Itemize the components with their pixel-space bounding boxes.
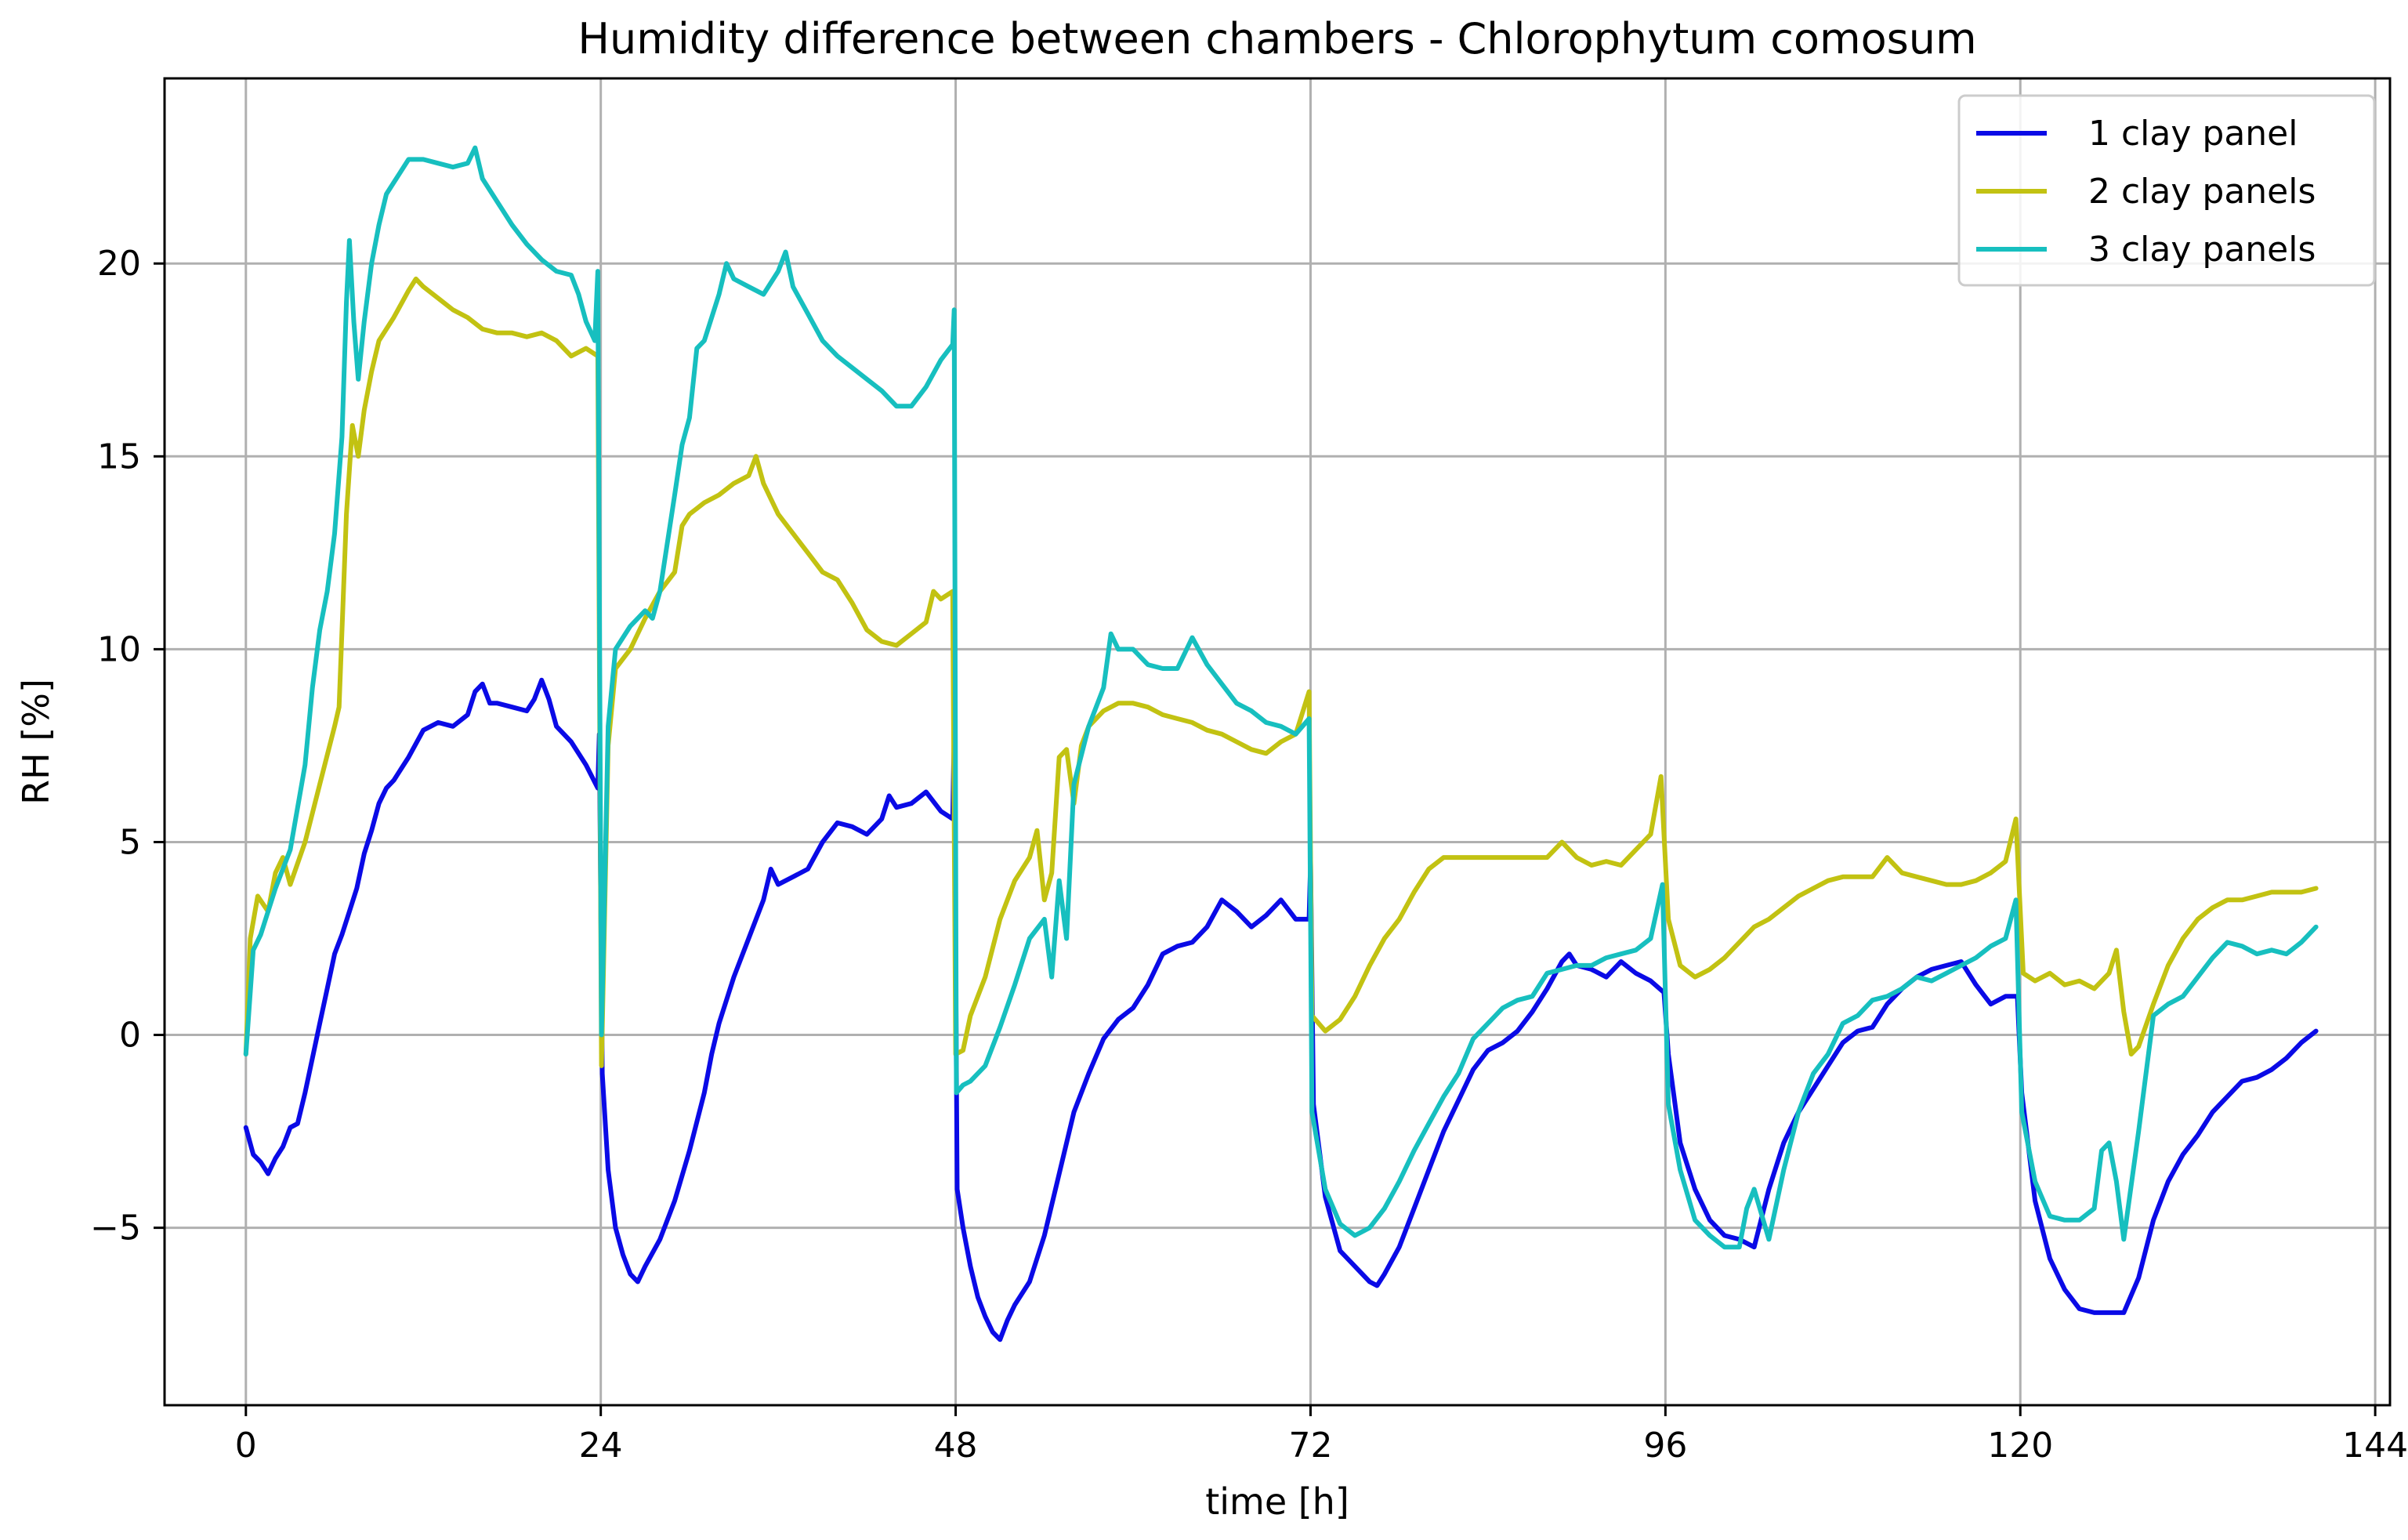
y-tick-label: −5 (90, 1208, 141, 1248)
series-line-3 (243, 145, 2319, 1250)
x-tick-label: 96 (1643, 1426, 1687, 1466)
y-tick-label: 20 (97, 244, 141, 284)
series-line-2 (243, 276, 2319, 1068)
series-group (243, 145, 2319, 1343)
legend-label: 3 clay panels (2088, 230, 2316, 270)
chart-title: Humidity difference between chambers - C… (578, 14, 1976, 63)
plot-frame (163, 77, 2392, 1407)
x-tick-label: 120 (1987, 1426, 2053, 1466)
y-axis-label: RH [%] (15, 679, 57, 805)
x-tick-label: 24 (579, 1426, 623, 1466)
x-tick-label: 48 (934, 1426, 978, 1466)
y-tick-label: 15 (97, 437, 141, 476)
y-tick-label: 5 (119, 822, 141, 862)
legend-label: 1 clay panel (2088, 114, 2298, 154)
y-tick-label: 0 (119, 1016, 141, 1056)
x-tick-label: 0 (235, 1426, 257, 1466)
x-tick-label: 72 (1288, 1426, 1332, 1466)
legend: 1 clay panel 2 clay panels 3 clay panels (1957, 94, 2376, 287)
x-tick-label: 144 (2342, 1426, 2408, 1466)
y-tick-label: 10 (97, 629, 141, 669)
x-axis-label: time [h] (1205, 1480, 1349, 1523)
legend-label: 2 clay panels (2088, 172, 2316, 212)
legend-box (1957, 94, 2376, 287)
axis-ticks: 0 24 48 72 96 120 144 −5 0 5 10 15 20 (90, 244, 2408, 1466)
